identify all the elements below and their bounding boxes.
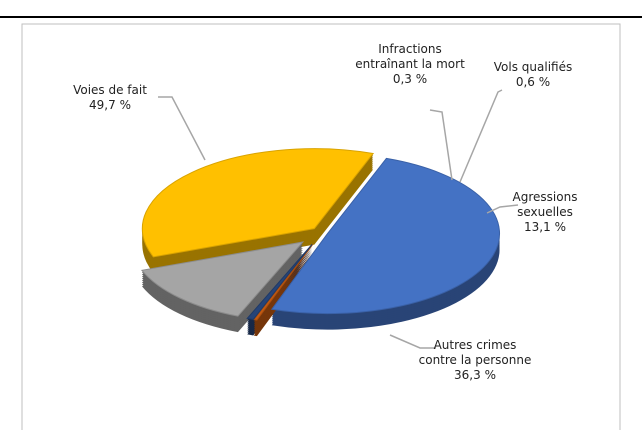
value-label: 49,7 %: [89, 98, 131, 112]
value-label: 0,6 %: [515, 75, 551, 89]
category-label: Autres crimes contre la personne: [418, 338, 532, 367]
category-label: Vols qualifiés: [493, 60, 573, 74]
value-label: 36,3 %: [454, 368, 496, 382]
data-label: Autres crimes contre la personne 36,3 %: [415, 338, 535, 383]
leader-line: [459, 89, 503, 183]
pie-slice: [246, 243, 313, 321]
category-label: Voies de fait: [73, 83, 147, 97]
category-label: Infractions entraînant la mort: [355, 42, 465, 71]
leader-line: [389, 334, 436, 349]
data-label: Infractions entraînant la mort 0,3 %: [355, 42, 465, 87]
data-label: Voies de fait 49,7 %: [50, 83, 170, 113]
category-label: Agressions sexuelles: [512, 190, 578, 219]
data-label: Agressions sexuelles 13,1 %: [490, 190, 600, 235]
pie-slice: [252, 244, 314, 321]
leader-line: [158, 96, 206, 161]
value-label: 0,3 %: [392, 72, 428, 86]
leader-line: [486, 204, 519, 214]
pie-slice: [270, 157, 500, 315]
pie-slice: [140, 241, 305, 317]
pie-slice: [141, 148, 375, 258]
leader-line: [429, 109, 453, 181]
value-label: 13,1 %: [524, 220, 566, 234]
data-label: Vols qualifiés 0,6 %: [478, 60, 588, 90]
